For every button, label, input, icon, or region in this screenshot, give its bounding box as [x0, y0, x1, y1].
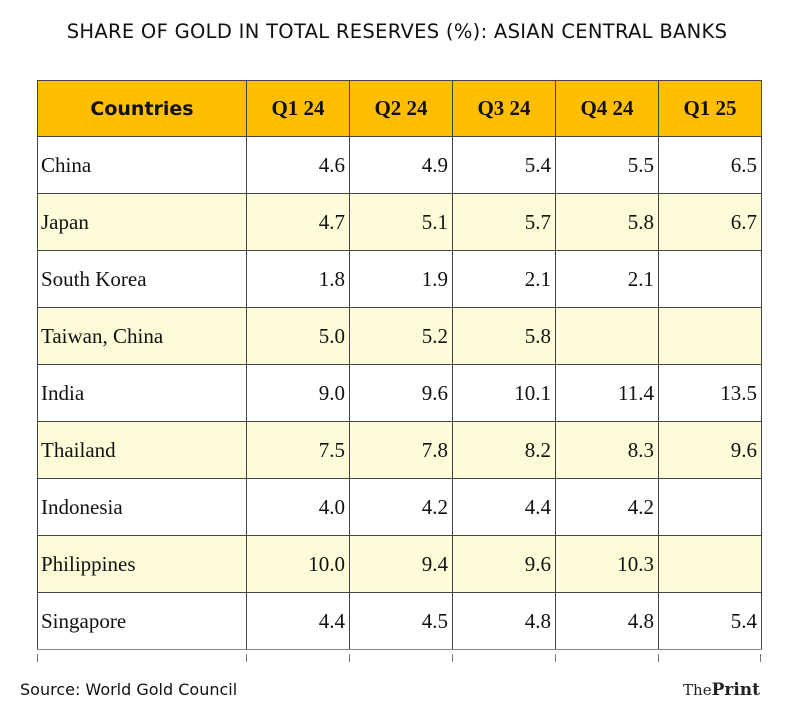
value-cell: 7.5 — [246, 421, 350, 479]
table-row-china: China 4.6 4.9 5.4 5.5 6.5 — [37, 136, 762, 194]
table-row-taiwan: Taiwan, China 5.0 5.2 5.8 — [37, 307, 762, 365]
chart-title: SHARE OF GOLD IN TOTAL RESERVES (%): ASI… — [66, 20, 728, 43]
tick-mark — [555, 654, 556, 662]
value-cell: 5.5 — [555, 136, 659, 194]
value-cell: 11.4 — [555, 364, 659, 422]
tick-mark — [246, 654, 247, 662]
country-cell: India — [37, 364, 247, 422]
value-cell: 6.7 — [658, 193, 762, 251]
value-cell: 9.6 — [658, 421, 762, 479]
header-q1-25: Q1 25 — [658, 80, 762, 137]
value-cell: 5.2 — [349, 307, 453, 365]
country-cell: Singapore — [37, 592, 247, 650]
value-cell: 5.8 — [555, 193, 659, 251]
value-cell: 4.8 — [452, 592, 556, 650]
value-cell: 9.6 — [349, 364, 453, 422]
value-cell: 1.9 — [349, 250, 453, 308]
value-cell: 9.4 — [349, 535, 453, 593]
table-row-japan: Japan 4.7 5.1 5.7 5.8 6.7 — [37, 193, 762, 251]
value-cell — [658, 535, 762, 593]
source-note: Source: World Gold Council — [20, 680, 238, 699]
value-cell: 5.7 — [452, 193, 556, 251]
value-cell — [658, 307, 762, 365]
value-cell: 5.1 — [349, 193, 453, 251]
table-row-philippines: Philippines 10.0 9.4 9.6 10.3 — [37, 535, 762, 593]
brand-logo-part1: The — [683, 681, 712, 699]
value-cell: 10.0 — [246, 535, 350, 593]
value-cell: 4.7 — [246, 193, 350, 251]
country-cell: South Korea — [37, 250, 247, 308]
value-cell: 4.6 — [246, 136, 350, 194]
value-cell: 9.0 — [246, 364, 350, 422]
header-row: Countries Q1 24 Q2 24 Q3 24 Q4 24 Q1 25 — [37, 80, 762, 137]
value-cell: 8.3 — [555, 421, 659, 479]
country-cell: Thailand — [37, 421, 247, 479]
header-countries: Countries — [37, 80, 247, 137]
value-cell: 4.4 — [452, 478, 556, 536]
value-cell: 10.3 — [555, 535, 659, 593]
tick-mark — [349, 654, 350, 662]
value-cell: 4.2 — [555, 478, 659, 536]
tick-mark — [658, 654, 659, 662]
country-cell: China — [37, 136, 247, 194]
header-q3-24: Q3 24 — [452, 80, 556, 137]
value-cell — [658, 478, 762, 536]
value-cell: 4.4 — [246, 592, 350, 650]
value-cell: 5.0 — [246, 307, 350, 365]
value-cell: 6.5 — [658, 136, 762, 194]
tick-mark — [37, 654, 38, 662]
tick-mark — [452, 654, 453, 662]
country-cell: Indonesia — [37, 478, 247, 536]
value-cell — [555, 307, 659, 365]
table-row-thailand: Thailand 7.5 7.8 8.2 8.3 9.6 — [37, 421, 762, 479]
value-cell: 5.8 — [452, 307, 556, 365]
value-cell: 8.2 — [452, 421, 556, 479]
column-ticks — [37, 654, 761, 662]
value-cell: 4.9 — [349, 136, 453, 194]
value-cell: 4.5 — [349, 592, 453, 650]
gold-reserves-table: Countries Q1 24 Q2 24 Q3 24 Q4 24 Q1 25 … — [37, 80, 762, 650]
brand-logo: ThePrint — [683, 680, 760, 700]
country-cell: Philippines — [37, 535, 247, 593]
header-q4-24: Q4 24 — [555, 80, 659, 137]
table-row-indonesia: Indonesia 4.0 4.2 4.4 4.2 — [37, 478, 762, 536]
header-q1-24: Q1 24 — [246, 80, 350, 137]
value-cell: 13.5 — [658, 364, 762, 422]
tick-mark — [760, 654, 761, 662]
value-cell: 4.0 — [246, 478, 350, 536]
header-q2-24: Q2 24 — [349, 80, 453, 137]
brand-logo-part2: Print — [711, 680, 760, 700]
value-cell — [658, 250, 762, 308]
value-cell: 2.1 — [555, 250, 659, 308]
value-cell: 2.1 — [452, 250, 556, 308]
country-cell: Japan — [37, 193, 247, 251]
country-cell: Taiwan, China — [37, 307, 247, 365]
value-cell: 7.8 — [349, 421, 453, 479]
table-row-south-korea: South Korea 1.8 1.9 2.1 2.1 — [37, 250, 762, 308]
value-cell: 5.4 — [658, 592, 762, 650]
table-row-singapore: Singapore 4.4 4.5 4.8 4.8 5.4 — [37, 592, 762, 650]
value-cell: 4.2 — [349, 478, 453, 536]
value-cell: 9.6 — [452, 535, 556, 593]
value-cell: 5.4 — [452, 136, 556, 194]
value-cell: 4.8 — [555, 592, 659, 650]
table-row-india: India 9.0 9.6 10.1 11.4 13.5 — [37, 364, 762, 422]
value-cell: 10.1 — [452, 364, 556, 422]
value-cell: 1.8 — [246, 250, 350, 308]
